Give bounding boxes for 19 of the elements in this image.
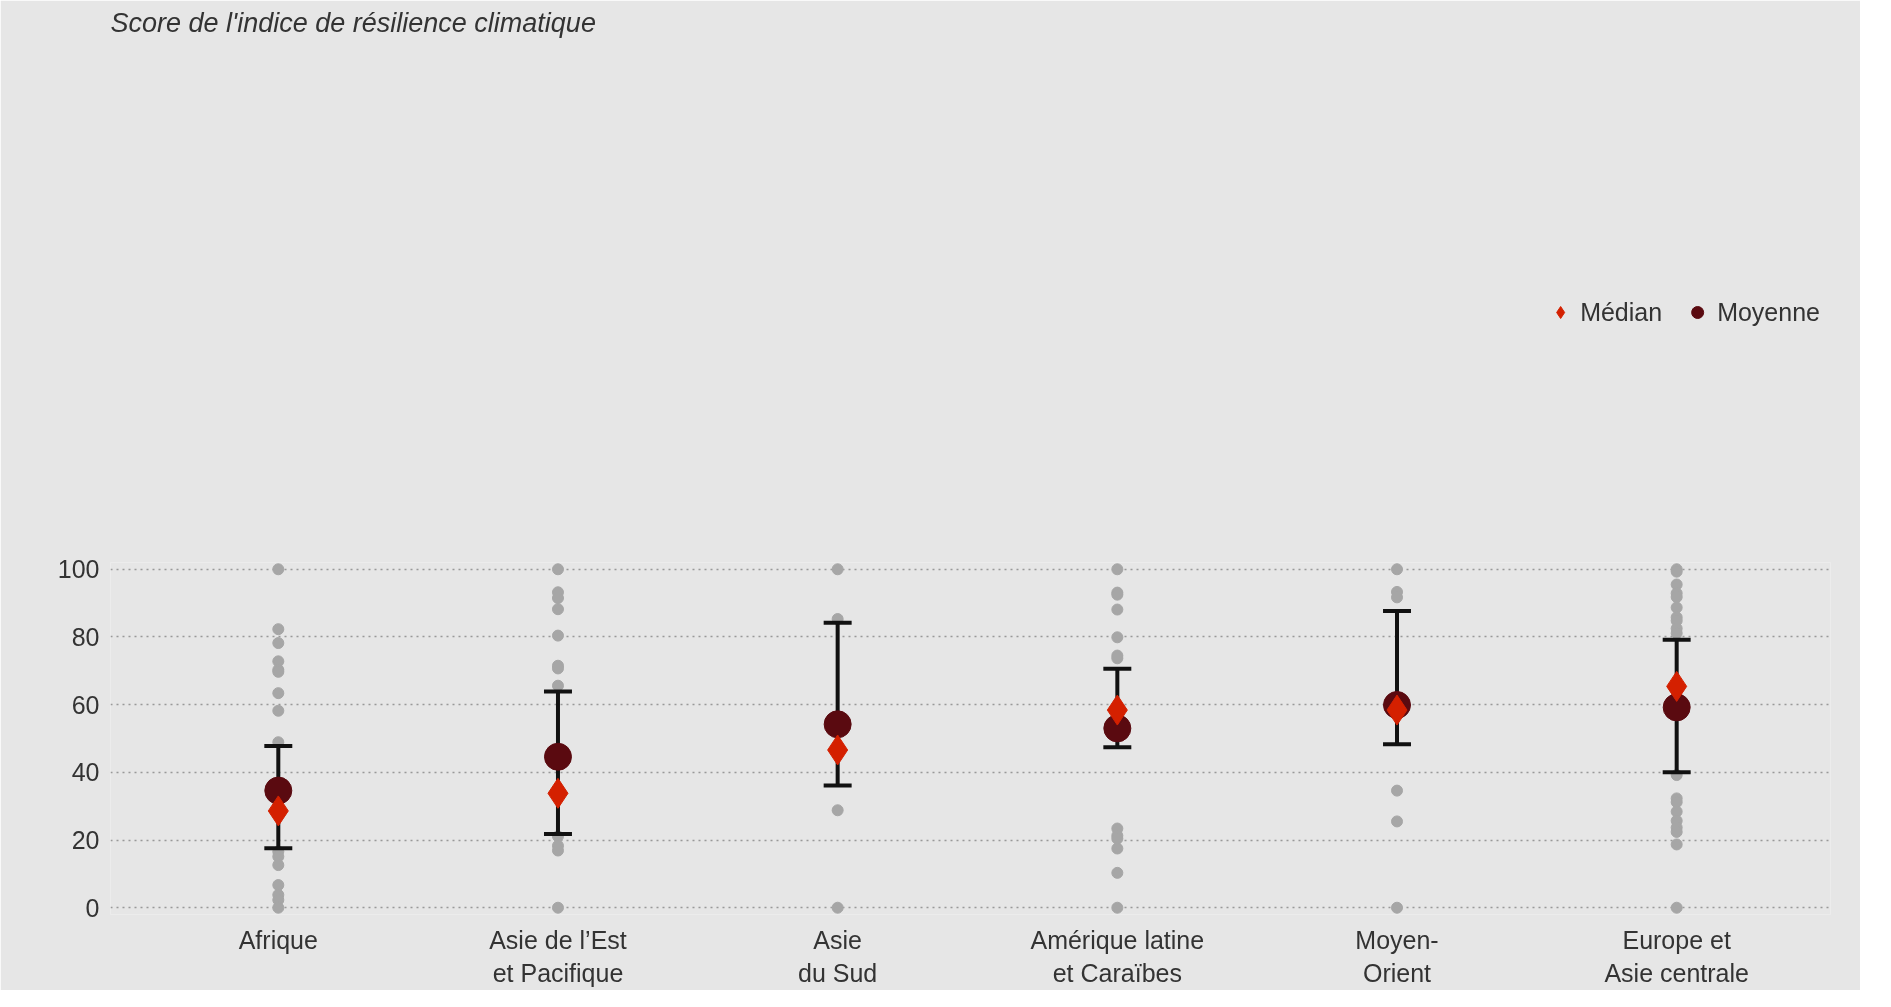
point	[264, 776, 293, 805]
y-tick-label: 0	[85, 893, 100, 922]
point	[823, 710, 852, 739]
x-tick-label: Europe et Asie centrale	[1604, 925, 1749, 988]
point	[543, 742, 572, 771]
point	[1662, 693, 1691, 722]
x-tick-label: Asie du Sud	[798, 925, 878, 988]
x-tick-label: Afrique	[238, 925, 318, 954]
y-tick-label: 20	[71, 826, 100, 855]
chart-title: Score de l'indice de résilience climatique	[110, 7, 596, 38]
legend-label: Médian	[1580, 297, 1663, 327]
x-tick-label: Amérique latine et Caraïbes	[1030, 925, 1205, 988]
x-tick-label: Asie de l’Est et Pacifique	[489, 925, 627, 988]
x-tick-label: Moyen- Orient	[1355, 925, 1439, 988]
legend-label: Moyenne	[1717, 297, 1820, 327]
y-tick-label: 80	[71, 622, 100, 651]
y-tick-label: 100	[57, 555, 100, 584]
y-tick-label: 40	[71, 758, 100, 787]
y-tick-label: 60	[71, 690, 100, 719]
